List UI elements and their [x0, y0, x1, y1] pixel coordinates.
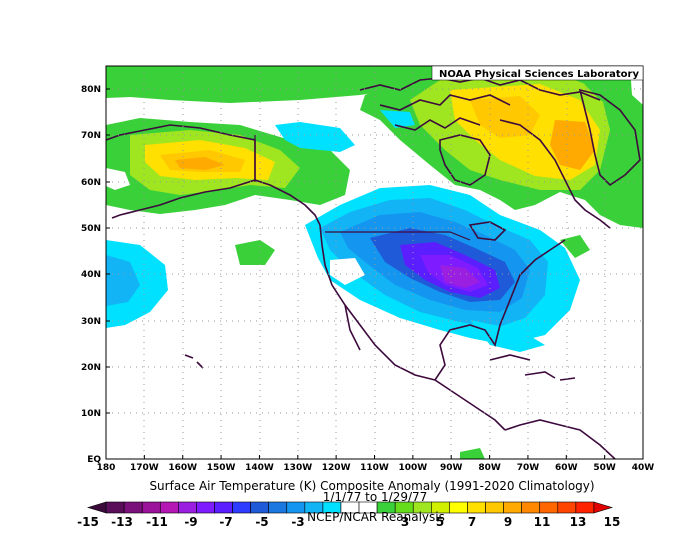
colorbar-swatch [485, 501, 504, 514]
lat-axis: 80N 70N 60N 50N 40N 30N 20N 10N EQ [81, 85, 110, 465]
colorbar-label: 11 [534, 515, 551, 529]
bering-white [106, 168, 130, 190]
plains-white [330, 258, 365, 285]
colorbar-label: -15 [77, 515, 99, 529]
yukon-cyan [275, 122, 355, 152]
arctic-green-band [106, 66, 430, 103]
colorbar-swatch [105, 501, 125, 514]
colorbar-swatch [196, 501, 215, 514]
lon-tick-label: 160W [168, 463, 197, 473]
lon-tick-label: 120W [322, 463, 351, 473]
colorbar-swatch [141, 501, 161, 514]
lon-tick-label: 40W [632, 463, 655, 473]
lat-tick-label: 40N [81, 270, 101, 280]
lat-tick-label: EQ [87, 455, 101, 465]
colorbar-swatch [575, 501, 595, 514]
colorbar-swatch [214, 501, 233, 514]
lat-tick-label: 60N [81, 178, 101, 188]
colorbar-swatch [539, 501, 559, 514]
lon-tick-label: 110W [360, 463, 389, 473]
colorbar-label: -13 [111, 515, 133, 529]
colorbar-swatch [232, 501, 251, 514]
colorbar-label: 5 [436, 515, 444, 529]
colorbar-swatch [159, 501, 179, 514]
lon-tick-label: 140W [245, 463, 274, 473]
colorbar-label: 7 [468, 515, 476, 529]
na-purple [440, 265, 480, 288]
colorbar-label: 9 [504, 515, 512, 529]
colorbar-label: -11 [146, 515, 168, 529]
colorbar: -15 -13 -11 -9 -7 -5 -3 3 5 7 9 11 13 15 [77, 501, 621, 529]
lon-tick-label: 90W [440, 463, 463, 473]
date-range: 1/1/77 to 1/29/77 [323, 490, 428, 504]
equatorial-green [460, 448, 485, 459]
pacific-green [235, 240, 275, 265]
credit-text: NOAA Physical Sciences Laboratory [439, 69, 640, 80]
lat-tick-label: 70N [81, 131, 101, 141]
colorbar-swatch [557, 501, 577, 514]
lon-tick-label: 100W [398, 463, 427, 473]
lon-tick-label: 150W [207, 463, 236, 473]
lon-tick-label: 170W [130, 463, 159, 473]
source-text: NCEP/NCAR Reanalysis [307, 510, 445, 524]
arctic-cyan-patch [380, 110, 415, 128]
lon-axis: 180 170W 160W 150W 140W 130W 120W 110W 100W 90W 80… [97, 455, 655, 473]
colorbar-swatch [286, 501, 306, 514]
colorbar-label: 3 [401, 515, 409, 529]
colorbar-swatch [503, 501, 522, 514]
lon-tick-label: 50W [593, 463, 616, 473]
colorbar-label: 13 [570, 515, 587, 529]
colorbar-swatch [449, 501, 468, 514]
colorbar-swatch [521, 501, 541, 514]
colorbar-label: -7 [219, 515, 232, 529]
lat-tick-label: 80N [81, 85, 101, 95]
colorbar-label: -9 [184, 515, 197, 529]
lon-tick-label: 180 [97, 463, 116, 473]
lon-tick-label: 60W [555, 463, 578, 473]
colorbar-swatch [123, 501, 143, 514]
colorbar-swatch [250, 501, 269, 514]
colorbar-swatch [268, 501, 288, 514]
lat-tick-label: 50N [81, 224, 101, 234]
map-title: Surface Air Temperature (K) Composite An… [149, 479, 594, 493]
colorbar-swatch [593, 501, 614, 514]
colorbar-label: -5 [255, 515, 268, 529]
labrador-orange [550, 120, 595, 170]
credit-box [431, 65, 644, 81]
lon-tick-label: 130W [283, 463, 312, 473]
gulf-cyan [470, 320, 545, 352]
lat-tick-label: 10N [81, 409, 101, 419]
anomaly-shading [106, 66, 643, 459]
colorbar-swatch [86, 501, 107, 514]
alaska-core [175, 157, 225, 170]
colorbar-label: 15 [604, 515, 621, 529]
coastlines [106, 77, 641, 459]
lat-tick-label: 30N [81, 317, 101, 327]
colorbar-swatch [467, 501, 486, 514]
pacific-blue [106, 255, 140, 306]
colorbar-swatch [178, 501, 197, 514]
lon-tick-label: 80W [478, 463, 501, 473]
lon-tick-label: 70W [517, 463, 540, 473]
colorbar-label: -3 [291, 515, 304, 529]
lat-tick-label: 20N [81, 363, 101, 373]
